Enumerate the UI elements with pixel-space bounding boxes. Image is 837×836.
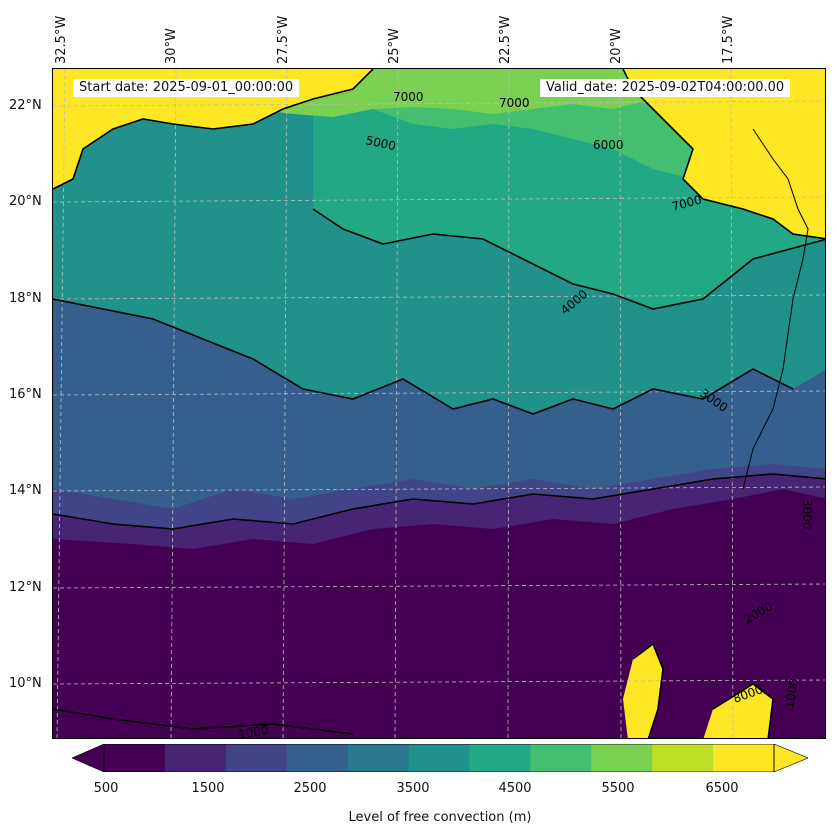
colorbar-segment — [713, 744, 775, 772]
colorbar-segment — [469, 744, 531, 772]
colorbar-segment — [286, 744, 349, 772]
map-canvas: 7000 7000 5000 6000 7000 4000 3000 3000 … — [53, 69, 825, 739]
lat-label-18n: 18°N — [9, 291, 42, 306]
colorbar-segment — [591, 744, 653, 772]
contour-label-5000: 5000 — [364, 133, 397, 153]
contour-label-7000-a: 7000 — [393, 90, 424, 104]
colorbar-segment — [530, 744, 592, 772]
lon-label-22-5w: 22.5°W — [498, 15, 513, 64]
lat-label-16n: 16°N — [9, 387, 42, 402]
colorbar-title: Level of free convection (m) — [348, 810, 532, 825]
land-south-a — [623, 644, 663, 738]
start-date-label: Start date: 2025-09-01_00:00:00 — [73, 79, 300, 97]
colorbar-over-arrow — [773, 744, 808, 772]
contour-label-1000-b: 1000 — [782, 677, 801, 710]
lat-label-14n: 14°N — [9, 483, 42, 498]
colorbar-segment — [652, 744, 714, 772]
gridlines — [53, 69, 825, 738]
coastline — [742, 128, 809, 490]
colorbar-tick-2500: 2500 — [293, 781, 327, 796]
lon-label-17-5w: 17.5°W — [721, 15, 736, 64]
colorbar-segment — [104, 744, 166, 772]
map-panel: 7000 7000 5000 6000 7000 4000 3000 3000 … — [52, 68, 826, 739]
colorbar-segments — [104, 744, 775, 772]
lon-label-27-5w: 27.5°W — [276, 15, 291, 64]
valid-date-label: Valid_date: 2025-09-02T04:00:00.00 — [540, 79, 791, 97]
contour-label-7000-b: 7000 — [499, 96, 530, 110]
land-africa — [623, 69, 825, 239]
colorbar-segment — [225, 744, 288, 772]
lat-label-22n: 22°N — [9, 98, 42, 113]
contour-lines — [53, 69, 825, 738]
colorbar-tick-5500: 5500 — [601, 781, 635, 796]
contour-label-3000-b: 3000 — [800, 499, 814, 530]
colorbar-tick-3500: 3500 — [396, 781, 430, 796]
contour-label-1000-a: 1000 — [237, 723, 270, 739]
colorbar-outline — [103, 744, 775, 772]
lon-label-20w: 20°W — [609, 28, 624, 64]
colorbar — [72, 744, 808, 772]
lon-label-32-5w: 32.5°W — [54, 15, 69, 64]
lat-label-10n: 10°N — [9, 676, 42, 691]
colorbar-tick-500: 500 — [93, 781, 119, 796]
colorbar-under-arrow — [72, 744, 105, 772]
lat-label-12n: 12°N — [9, 580, 42, 595]
land-south-b — [703, 684, 773, 738]
colorbar-tick-6500: 6500 — [705, 781, 739, 796]
lon-label-25w: 25°W — [387, 28, 402, 64]
colorbar-segment — [347, 744, 410, 772]
colorbar-segment — [408, 744, 470, 772]
colorbar-tick-1500: 1500 — [191, 781, 225, 796]
contour-label-6000: 6000 — [593, 138, 624, 152]
lat-label-20n: 20°N — [9, 194, 42, 209]
colorbar-tick-4500: 4500 — [498, 781, 532, 796]
lon-label-30w: 30°W — [164, 28, 179, 64]
colorbar-segment — [164, 744, 227, 772]
